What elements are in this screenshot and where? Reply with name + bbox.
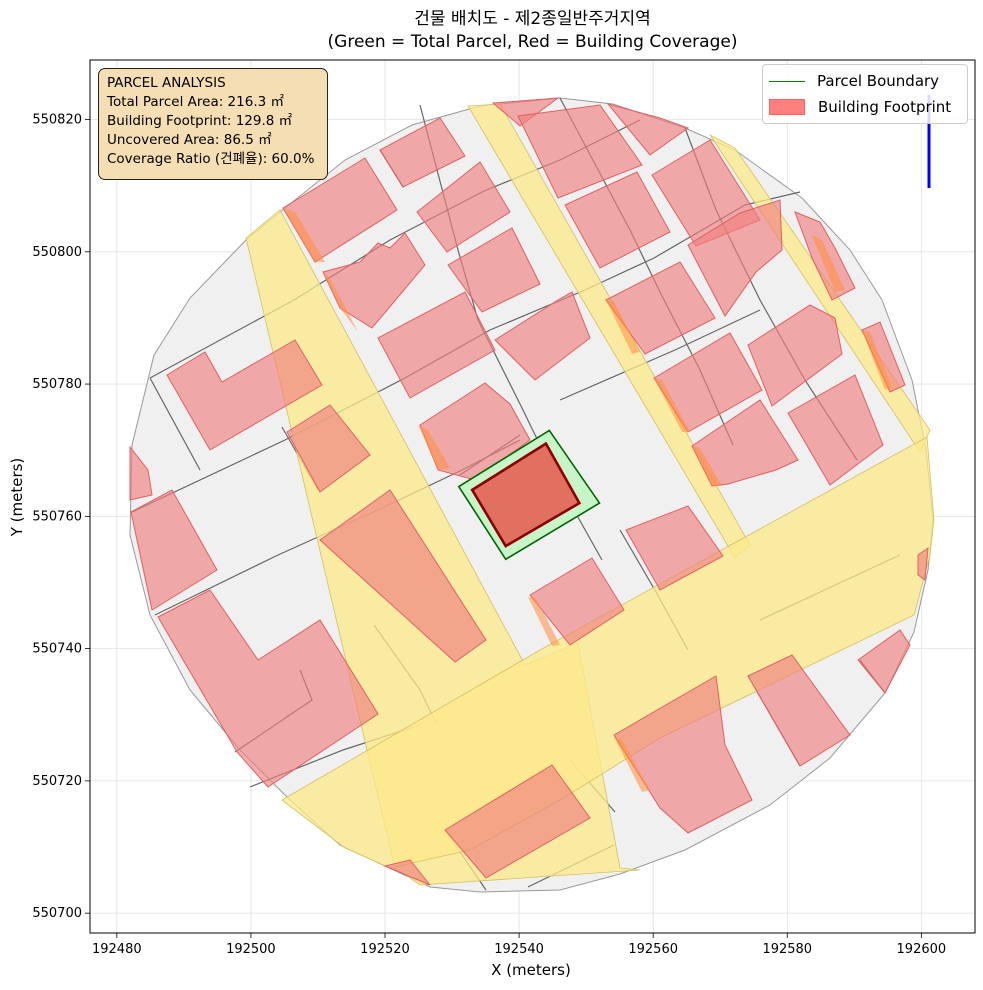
map-subtitle: (Green = Total Parcel, Red = Building Co… bbox=[327, 32, 738, 52]
x-axis-label: X (meters) bbox=[491, 961, 571, 979]
x-tick-label: 192580 bbox=[762, 942, 812, 957]
legend-item-building: Building Footprint bbox=[769, 96, 951, 118]
y-tick-label: 550740 bbox=[32, 642, 82, 657]
x-axis-ticks: 192480 192500 192520 192540 192560 192580 1926… bbox=[92, 933, 946, 957]
uncovered-area: Uncovered Area: 86.5 ㎡ bbox=[107, 132, 272, 148]
y-tick-label: 550720 bbox=[32, 774, 82, 789]
building-patch-swatch bbox=[769, 99, 805, 115]
x-tick-label: 192480 bbox=[92, 942, 142, 957]
legend-label-parcel: Parcel Boundary bbox=[817, 72, 940, 90]
legend-item-parcel: Parcel Boundary bbox=[769, 70, 939, 92]
surrounding-buildings bbox=[129, 97, 929, 886]
y-tick-label: 550800 bbox=[32, 245, 82, 260]
y-tick-label: 550780 bbox=[32, 377, 82, 392]
x-tick-label: 192500 bbox=[226, 942, 276, 957]
y-axis-label: Y (meters) bbox=[8, 458, 26, 538]
x-tick-label: 192540 bbox=[494, 942, 544, 957]
map-title: 건물 배치도 - 제2종일반주거지역 bbox=[414, 9, 651, 29]
roads bbox=[245, 103, 935, 886]
axes-frame bbox=[89, 59, 976, 934]
x-tick-label: 192600 bbox=[897, 942, 947, 957]
legend-label-building: Building Footprint bbox=[818, 98, 952, 116]
coverage-ratio: Coverage Ratio (건폐율): 60.0% bbox=[107, 151, 315, 167]
building-shadows bbox=[283, 208, 892, 792]
parcel-line-swatch bbox=[769, 80, 805, 82]
target-parcel bbox=[457, 429, 601, 561]
total-parcel-area: Total Parcel Area: 216.3 ㎡ bbox=[107, 94, 284, 110]
x-tick-label: 192520 bbox=[360, 942, 410, 957]
y-tick-label: 550760 bbox=[32, 509, 82, 524]
y-tick-label: 550820 bbox=[32, 113, 82, 128]
y-tick-label: 550700 bbox=[32, 906, 82, 921]
parcel-analysis-box: PARCEL ANALYSIS Total Parcel Area: 216.3… bbox=[98, 68, 328, 180]
analysis-heading: PARCEL ANALYSIS bbox=[107, 75, 226, 91]
map-legend: Parcel Boundary Building Footprint bbox=[762, 64, 968, 124]
y-axis-ticks: 550700 550720 550740 550760 550780 550800 5508… bbox=[32, 113, 90, 921]
x-tick-label: 192560 bbox=[628, 942, 678, 957]
building-footprint-area: Building Footprint: 129.8 ㎡ bbox=[107, 113, 293, 129]
